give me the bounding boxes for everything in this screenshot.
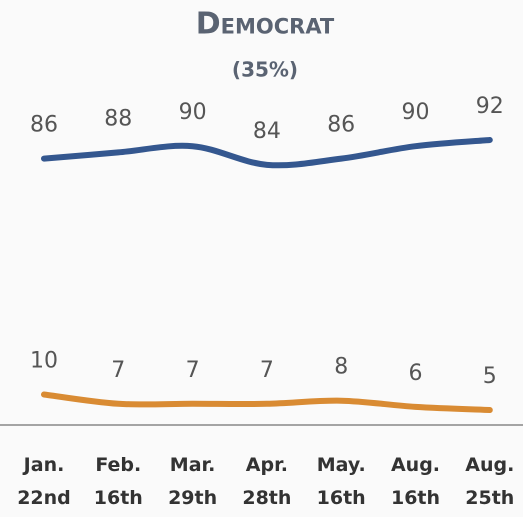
x-tick-label: May. 16th: [317, 454, 366, 509]
data-label: 86: [327, 113, 355, 138]
data-label: 7: [260, 358, 274, 383]
data-label: 7: [111, 358, 125, 383]
series-line: [41, 137, 493, 169]
data-label: 6: [409, 361, 423, 386]
x-tick-label: Aug. 25th: [465, 454, 514, 509]
chart-subtitle: (35%): [232, 58, 298, 82]
data-label: 5: [483, 364, 497, 389]
x-tick-label: Aug. 16th: [391, 454, 440, 509]
data-label: 90: [402, 100, 430, 125]
x-tick-label: Apr. 28th: [242, 454, 291, 509]
series-line: [41, 391, 493, 413]
x-tick-label: Jan. 22nd: [17, 454, 71, 509]
x-tick-label: Feb. 16th: [94, 454, 143, 509]
data-label: 90: [179, 100, 207, 125]
data-label: 86: [30, 113, 58, 138]
data-label: 8: [334, 355, 348, 380]
data-label: 92: [476, 94, 504, 119]
data-label: 7: [186, 358, 200, 383]
data-label: 88: [104, 106, 132, 131]
x-tick-label: Mar. 29th: [168, 454, 217, 509]
data-label: 84: [253, 119, 281, 144]
data-label: 10: [30, 348, 58, 373]
chart-title: Democrat: [196, 7, 335, 42]
